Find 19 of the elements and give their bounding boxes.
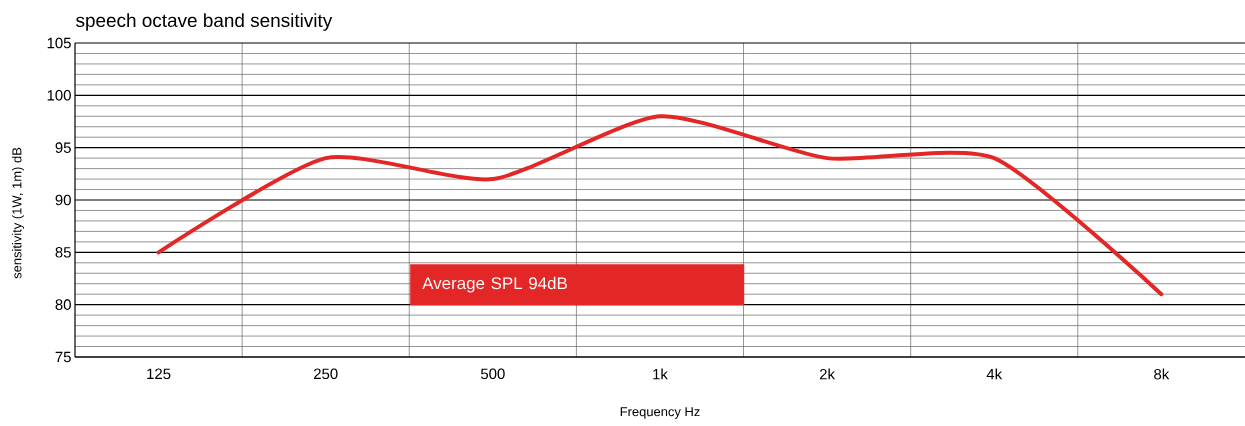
x-tick-label: 4k — [986, 368, 1003, 380]
x-tick-label: 1k — [653, 368, 668, 380]
y-tick-label: 75 — [55, 351, 71, 363]
y-tick-label: 100 — [47, 90, 71, 101]
x-axis-title: Frequency Hz — [620, 407, 700, 419]
x-tick-label: 125 — [147, 368, 171, 380]
y-tick-label: 105 — [47, 37, 71, 49]
y-tick-label: 90 — [55, 194, 71, 206]
chart-title: speech octave band sensitivity — [76, 13, 333, 31]
x-tick-label: 500 — [480, 368, 505, 380]
x-tick-label: 8k — [1154, 368, 1170, 380]
y-axis-title: sensitivity (1W, 1m) dB — [11, 147, 25, 279]
y-tick-label: 80 — [55, 299, 71, 310]
x-tick-label: 250 — [313, 368, 338, 380]
annotation: Average SPL 94dB — [422, 276, 567, 293]
y-tick-label: 85 — [55, 247, 71, 258]
line-series — [156, 114, 1164, 297]
x-tick-label: 2k — [819, 368, 835, 380]
y-tick-label: 95 — [55, 142, 71, 153]
